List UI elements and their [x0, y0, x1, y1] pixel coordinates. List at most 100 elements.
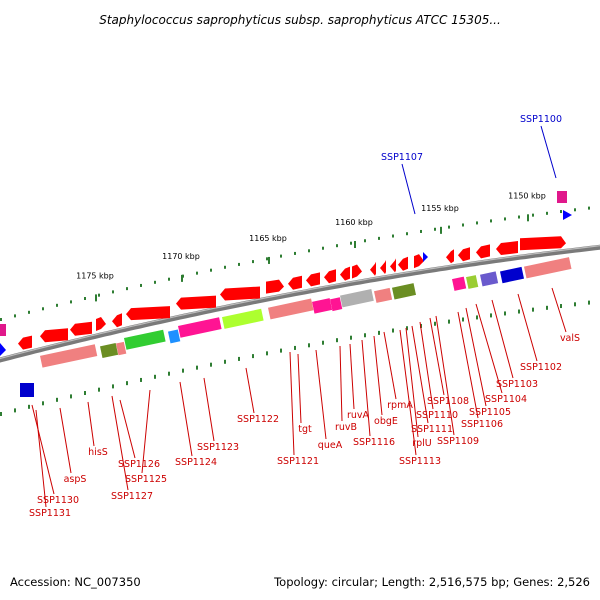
scale-dot	[336, 244, 338, 248]
inner-dot	[252, 354, 254, 359]
annotation-band	[124, 329, 166, 350]
scale-dot	[56, 303, 58, 307]
gene-leader-line	[349, 343, 355, 410]
backbone-line	[0, 244, 600, 363]
scale-dot	[476, 221, 478, 225]
scale-dot	[252, 260, 254, 264]
scale-label: 1155 kbp	[421, 204, 459, 213]
gene-leader-line	[551, 287, 567, 333]
blue-arrow	[563, 210, 572, 220]
inner-dot	[70, 394, 72, 399]
gene-arrow	[70, 321, 92, 336]
inner-dot	[126, 381, 128, 386]
inner-dot	[406, 326, 408, 331]
gene-leader-line	[203, 377, 215, 442]
inner-dot	[322, 340, 324, 345]
gene-label: SSP1102	[520, 362, 562, 373]
scale-dot	[168, 277, 170, 281]
gene-label: tgt	[298, 424, 312, 435]
inner-dot	[182, 368, 184, 373]
inner-dot	[504, 311, 506, 316]
scale-major-tick	[354, 240, 356, 248]
annotation-band	[500, 266, 525, 284]
inner-dot	[196, 365, 198, 370]
inner-dot	[280, 348, 282, 353]
scale-label: 1165 kbp	[249, 234, 287, 243]
gene-leader-line	[289, 351, 295, 456]
gene-leader-line	[111, 395, 129, 491]
annotation-band	[479, 271, 499, 287]
gene-label: queA	[318, 440, 343, 451]
blue-leader-line	[540, 125, 557, 179]
gene-leader-line	[475, 303, 503, 394]
gene-leader-line	[419, 321, 434, 410]
gene-label: SSP1121	[277, 456, 319, 467]
gene-arrow	[414, 254, 424, 269]
gene-leader-line	[87, 401, 95, 447]
gene-arrow	[520, 236, 566, 251]
annotation-band	[374, 287, 393, 303]
gene-arrow	[390, 258, 396, 273]
gene-label: SSP1126	[118, 459, 160, 470]
gene-arrow	[340, 266, 350, 281]
scale-dot	[140, 283, 142, 287]
scale-dot	[532, 213, 534, 217]
inner-dot	[476, 315, 478, 320]
inner-dot	[238, 356, 240, 361]
annotation-band	[222, 308, 264, 329]
annotation-band	[312, 298, 333, 314]
scale-dot	[84, 297, 86, 301]
scale-dot	[28, 310, 30, 314]
inner-dot	[28, 404, 30, 409]
gene-label: SSP1113	[399, 456, 441, 467]
scale-dot	[294, 251, 296, 255]
scale-dot	[210, 268, 212, 272]
scale-dot	[504, 217, 506, 221]
gene-arrow	[476, 244, 490, 259]
annotation-band	[466, 275, 479, 289]
blue-arrow	[423, 252, 428, 262]
scale-dot	[434, 227, 436, 231]
scale-dot	[448, 225, 450, 229]
scale-dot	[98, 293, 100, 297]
gene-arrow	[370, 261, 376, 276]
inner-dot	[84, 391, 86, 396]
gene-label: ruvB	[335, 422, 357, 433]
inner-dot	[378, 330, 380, 335]
annotation-band	[267, 298, 314, 320]
gene-arrow	[324, 269, 336, 284]
scale-dot	[378, 236, 380, 240]
gene-label: SSP1109	[437, 436, 479, 447]
gene-arrow	[398, 256, 408, 271]
gene-leader-line	[429, 317, 445, 396]
scale-dot	[266, 257, 268, 261]
scale-dot	[364, 239, 366, 243]
gene-arrow	[496, 241, 518, 256]
gene-arrow	[112, 313, 122, 328]
gene-leader-line	[435, 315, 455, 436]
inner-dot	[168, 371, 170, 376]
gene-label: SSP1131	[29, 508, 71, 519]
inner-dot	[266, 351, 268, 356]
gene-arrow	[446, 249, 454, 264]
gene-arrow	[266, 279, 284, 294]
genome-summary-text: Topology: circular; Length: 2,516,575 bp…	[273, 575, 590, 589]
inner-dot	[518, 309, 520, 314]
gene-leader-line	[405, 327, 419, 438]
scale-dot	[420, 229, 422, 233]
gene-arrow	[220, 286, 260, 301]
gene-label: SSP1110	[416, 410, 458, 421]
gene-label: hisS	[88, 447, 108, 458]
gene-label: SSP1103	[496, 379, 538, 390]
scale-dot	[0, 318, 2, 321]
accession-text: Accession: NC_007350	[10, 575, 141, 589]
scale-dot	[42, 307, 44, 311]
scale-dot	[322, 246, 324, 250]
gene-arrow	[380, 260, 386, 275]
inner-dot	[56, 397, 58, 402]
inner-dot	[532, 307, 534, 312]
gene-leader-line	[361, 339, 371, 437]
gene-leader-line	[373, 335, 383, 416]
